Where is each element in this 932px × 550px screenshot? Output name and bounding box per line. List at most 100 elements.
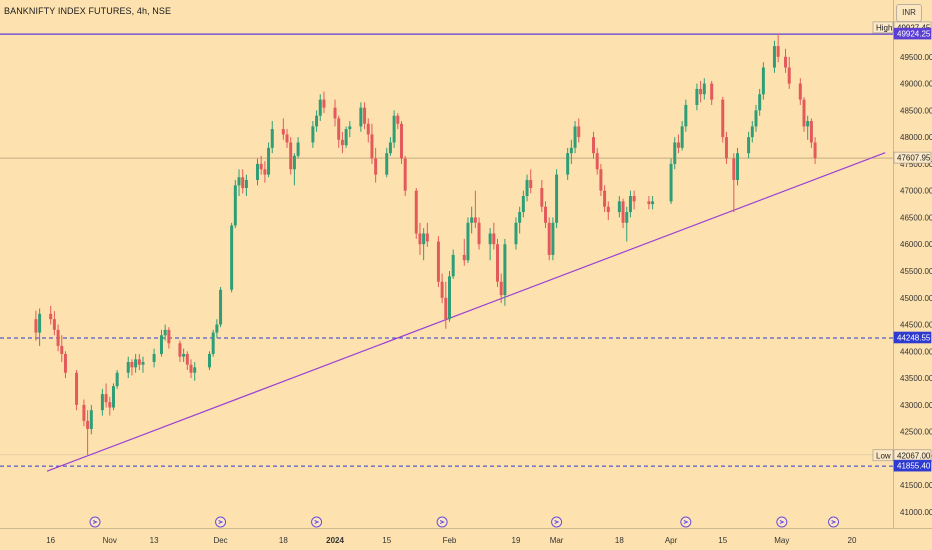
candle-body (414, 190, 418, 234)
candle-body (259, 163, 263, 170)
candle-body (680, 126, 684, 148)
candle-body (577, 126, 581, 138)
candle-body (684, 104, 688, 127)
price-tag-value: 44248.55 (897, 333, 931, 342)
candle-body (189, 364, 193, 373)
price-tick-label: 42500.00 (900, 428, 932, 437)
time-tick-label: 16 (46, 536, 55, 545)
candle-body (444, 297, 448, 320)
candle-body (167, 329, 171, 344)
candle-body (525, 179, 529, 197)
event-marker-icon (828, 516, 840, 528)
candle-body (473, 217, 477, 223)
candle-body (592, 137, 596, 154)
candle-body (776, 46, 780, 57)
candle-body (488, 233, 492, 245)
candle-body (399, 123, 403, 159)
candle-body (237, 177, 241, 186)
price-tag-name: Low (876, 451, 891, 460)
candle-body (363, 107, 367, 124)
candle-body (152, 353, 156, 363)
time-tick-label: Mar (550, 536, 564, 545)
trendline (46, 152, 886, 472)
candle-body (318, 99, 322, 116)
price-tick-label: 48000.00 (900, 133, 932, 142)
candle-body (38, 313, 42, 333)
candle-body (385, 153, 389, 175)
candle-body (772, 46, 776, 68)
candle-body (809, 121, 813, 143)
candle-body (784, 56, 788, 68)
event-marker-arrow (92, 520, 98, 524)
price-tick-label: 44500.00 (900, 321, 932, 330)
price-tag-support (893, 331, 932, 344)
time-tick-label: Dec (213, 536, 227, 545)
candle-body (75, 372, 79, 405)
candle-body (606, 206, 610, 213)
currency-button[interactable]: INR (896, 4, 922, 22)
event-marker-icon (436, 516, 448, 528)
candle-body (540, 187, 544, 207)
candle-body (521, 196, 525, 213)
candle-body (392, 115, 396, 143)
price-tick-label: 46500.00 (900, 213, 932, 222)
candle-body (750, 126, 754, 138)
candle-body (374, 158, 378, 175)
candle-body (207, 353, 211, 368)
candle-body (440, 281, 444, 298)
candle-body (647, 201, 651, 205)
time-tick-label: May (774, 536, 789, 545)
candle-body (255, 163, 259, 180)
price-tick-label: 43500.00 (900, 374, 932, 383)
price-tick-label: 46000.00 (900, 240, 932, 249)
candle-body (758, 94, 762, 111)
event-marker-icon (215, 516, 227, 528)
price-tag-value: 41855.40 (897, 462, 931, 471)
candle-body (82, 404, 86, 421)
candle-body (595, 153, 599, 170)
candle-body (551, 222, 555, 255)
candle-body (111, 386, 115, 408)
candle-body (137, 359, 141, 365)
price-tick-label: 47000.00 (900, 187, 932, 196)
time-tick-label: Apr (665, 536, 678, 545)
candle-body (451, 254, 455, 277)
candle-body (344, 129, 348, 146)
time-tick-label: 20 (848, 536, 857, 545)
time-tick-label: 18 (279, 536, 288, 545)
price-tick-label: 45500.00 (900, 267, 932, 276)
candle-body (63, 353, 67, 373)
candle-body (736, 153, 740, 180)
candle-body (499, 281, 503, 296)
price-tick-label: 48500.00 (900, 106, 932, 115)
event-marker-icon (311, 516, 323, 528)
event-marker-arrow (779, 520, 785, 524)
candle-body (754, 110, 758, 127)
candle-body (270, 129, 274, 148)
candle-body (544, 206, 548, 223)
candle-body (108, 402, 112, 408)
candle-body (396, 115, 400, 124)
candle-body (263, 169, 267, 175)
event-marker-icon (551, 516, 563, 528)
candle-body (529, 179, 533, 188)
price-tag-name-box (872, 449, 894, 462)
event-marker-icon (776, 516, 788, 528)
candle-body (747, 137, 751, 154)
candle-body (403, 158, 407, 191)
candle-body (388, 142, 392, 154)
candle-body (436, 241, 440, 282)
candle-body (724, 137, 728, 159)
candle-body (628, 196, 632, 213)
time-tick-label: 13 (150, 536, 159, 545)
candle-body (52, 319, 56, 330)
candle-body (425, 233, 429, 242)
candle-body (625, 212, 629, 223)
price-tick-label: 49500.00 (900, 53, 932, 62)
candle-body (56, 329, 60, 346)
candle-body (86, 420, 90, 429)
candle-body (359, 107, 363, 127)
candle-body (422, 233, 426, 245)
event-marker-icon (680, 516, 692, 528)
